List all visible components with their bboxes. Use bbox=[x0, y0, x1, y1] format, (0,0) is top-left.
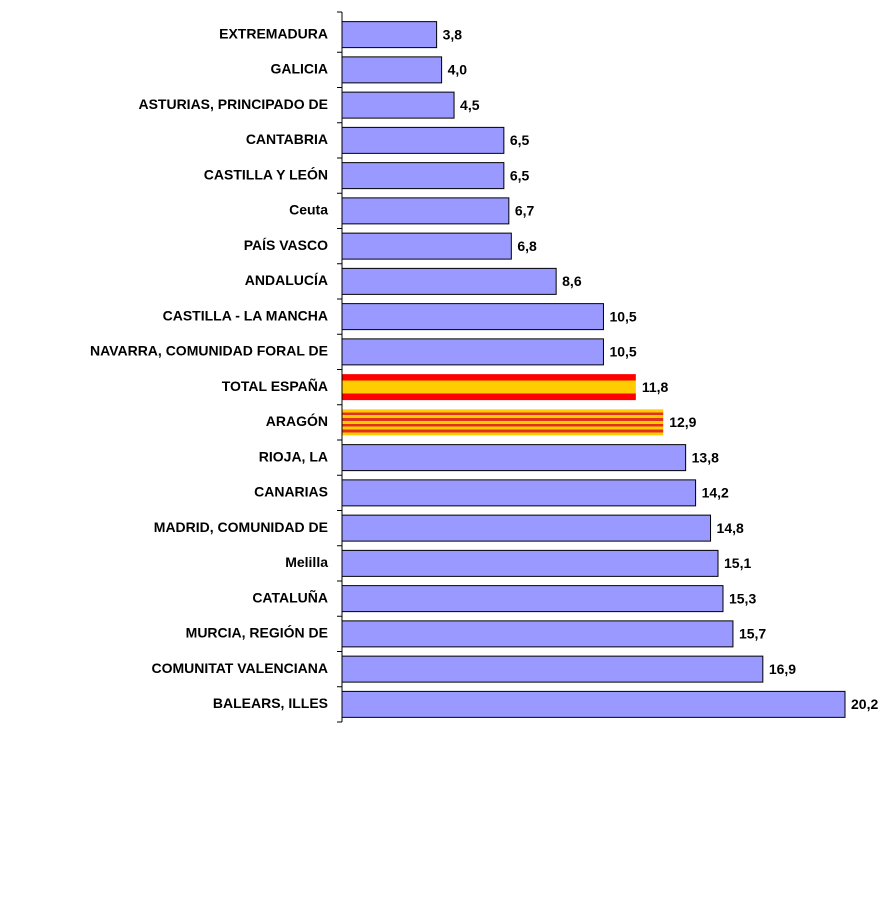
category-label: CASTILLA Y LEÓN bbox=[204, 165, 328, 182]
value-label: 15,1 bbox=[724, 555, 751, 571]
value-label: 15,3 bbox=[729, 590, 756, 606]
value-label: 13,8 bbox=[692, 449, 719, 465]
value-label: 8,6 bbox=[562, 273, 582, 289]
category-label: CANARIAS bbox=[254, 484, 328, 500]
bar bbox=[341, 21, 438, 49]
bar bbox=[341, 444, 687, 472]
bar bbox=[341, 338, 604, 366]
bar bbox=[341, 197, 510, 225]
value-label: 14,2 bbox=[702, 485, 729, 501]
value-label: 10,5 bbox=[609, 344, 636, 360]
value-label: 15,7 bbox=[739, 626, 766, 642]
value-label: 12,9 bbox=[669, 414, 696, 430]
category-label: PAÍS VASCO bbox=[244, 237, 328, 253]
bar bbox=[341, 91, 455, 119]
category-label: CATALUÑA bbox=[252, 588, 328, 605]
value-label: 10,5 bbox=[609, 308, 636, 324]
value-label: 4,5 bbox=[460, 97, 480, 113]
category-label: BALEARS, ILLES bbox=[213, 695, 328, 711]
category-label: EXTREMADURA bbox=[219, 25, 328, 41]
category-label: NAVARRA, COMUNIDAD FORAL DE bbox=[90, 343, 328, 359]
bar bbox=[341, 620, 734, 648]
category-label: ANDALUCÍA bbox=[245, 272, 328, 288]
bar bbox=[341, 479, 697, 507]
value-label: 6,8 bbox=[517, 238, 537, 254]
value-label: 6,5 bbox=[510, 132, 530, 148]
bar bbox=[341, 585, 724, 613]
bar bbox=[341, 267, 557, 295]
category-label: ARAGÓN bbox=[266, 412, 328, 429]
bar bbox=[342, 409, 664, 436]
value-label: 20,2 bbox=[851, 696, 878, 712]
category-label: CANTABRIA bbox=[246, 131, 328, 147]
value-label: 6,5 bbox=[510, 167, 530, 183]
category-label: Melilla bbox=[285, 554, 328, 570]
category-label: ASTURIAS, PRINCIPADO DE bbox=[138, 96, 328, 112]
value-label: 4,0 bbox=[448, 62, 468, 78]
bar bbox=[342, 374, 636, 401]
bar bbox=[341, 56, 443, 84]
value-label: 6,7 bbox=[515, 203, 535, 219]
category-label: MADRID, COMUNIDAD DE bbox=[154, 519, 328, 535]
category-label: TOTAL ESPAÑA bbox=[222, 377, 328, 394]
bar bbox=[341, 232, 512, 260]
category-label: Ceuta bbox=[289, 202, 328, 218]
value-label: 14,8 bbox=[717, 520, 744, 536]
bar bbox=[341, 162, 505, 190]
category-label: MURCIA, REGIÓN DE bbox=[186, 624, 328, 641]
value-label: 3,8 bbox=[443, 26, 463, 42]
value-label: 16,9 bbox=[769, 661, 796, 677]
bar bbox=[341, 549, 719, 577]
bar bbox=[341, 126, 505, 154]
bar bbox=[341, 303, 604, 331]
category-label: COMUNITAT VALENCIANA bbox=[151, 660, 328, 676]
bar bbox=[341, 690, 846, 718]
value-label: 11,8 bbox=[642, 379, 669, 395]
bar bbox=[341, 514, 712, 542]
category-label: RIOJA, LA bbox=[259, 448, 328, 464]
category-label: GALICIA bbox=[270, 61, 328, 77]
bar bbox=[341, 655, 764, 683]
category-label: CASTILLA - LA MANCHA bbox=[163, 307, 328, 323]
